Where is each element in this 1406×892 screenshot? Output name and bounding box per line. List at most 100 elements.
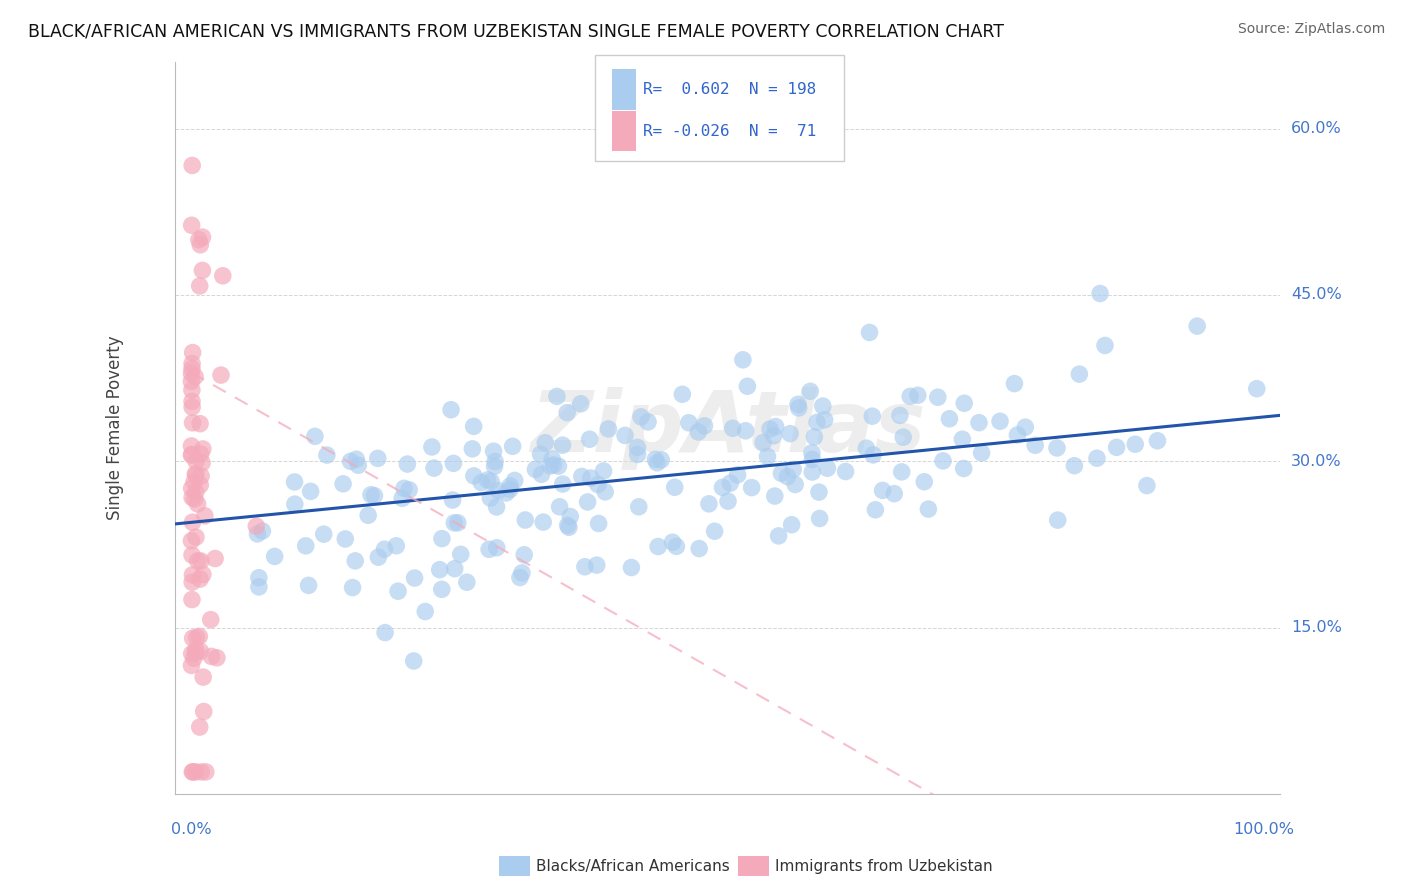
Point — [799, 384, 821, 399]
Text: R= -0.026  N =  71: R= -0.026 N = 71 — [643, 124, 815, 139]
Point — [463, 419, 485, 434]
Point — [1185, 319, 1208, 334]
Point — [191, 442, 214, 456]
Point — [872, 483, 894, 498]
Point — [1146, 434, 1168, 448]
Point — [484, 454, 506, 468]
Point — [1136, 478, 1159, 492]
Point — [357, 508, 380, 523]
Point — [938, 411, 960, 425]
Point — [398, 483, 420, 497]
Point — [558, 520, 581, 534]
Point — [785, 477, 807, 491]
Point — [181, 416, 204, 430]
Point — [727, 467, 749, 482]
Point — [555, 406, 578, 420]
Point — [188, 720, 211, 734]
Point — [191, 456, 214, 470]
Point — [184, 646, 207, 660]
Point — [509, 570, 531, 584]
Point — [678, 416, 700, 430]
Point — [1105, 441, 1128, 455]
Point — [263, 549, 285, 564]
Point — [585, 558, 607, 573]
Point — [898, 389, 921, 403]
Point — [889, 409, 911, 423]
Point — [367, 550, 389, 565]
Point — [344, 554, 367, 568]
Text: 60.0%: 60.0% — [1291, 121, 1341, 136]
Point — [970, 446, 993, 460]
Point — [650, 453, 672, 467]
Point — [671, 387, 693, 401]
Point — [450, 547, 472, 561]
Point — [440, 402, 463, 417]
Point — [184, 643, 207, 657]
Point — [756, 450, 779, 464]
Point — [731, 352, 754, 367]
Point — [447, 516, 470, 530]
Point — [180, 647, 202, 661]
Point — [485, 541, 508, 555]
Point — [181, 361, 204, 376]
Text: Blacks/African Americans: Blacks/African Americans — [536, 859, 730, 873]
Point — [703, 524, 725, 539]
Point — [711, 480, 734, 494]
Point — [332, 476, 354, 491]
Text: 0.0%: 0.0% — [172, 822, 212, 837]
Point — [470, 475, 492, 490]
Point — [551, 438, 574, 452]
Point — [373, 542, 395, 557]
Point — [815, 461, 838, 475]
Point — [717, 494, 740, 508]
Point — [190, 469, 212, 483]
Point — [413, 605, 436, 619]
Point — [246, 527, 269, 541]
Point — [1069, 367, 1091, 381]
Point — [741, 481, 763, 495]
Point — [721, 421, 744, 435]
Point — [190, 764, 212, 779]
Point — [547, 459, 569, 474]
Point — [181, 394, 204, 409]
Point — [891, 430, 914, 444]
Point — [363, 489, 385, 503]
Point — [477, 473, 499, 487]
Point — [441, 456, 464, 470]
Point — [391, 491, 413, 506]
Point — [807, 485, 830, 500]
Point — [181, 631, 204, 645]
Point — [551, 477, 574, 491]
Point — [180, 439, 202, 453]
Point — [478, 542, 501, 557]
Text: Immigrants from Uzbekistan: Immigrants from Uzbekistan — [775, 859, 993, 873]
Point — [734, 424, 756, 438]
Point — [1024, 438, 1046, 452]
Point — [180, 447, 202, 461]
Point — [420, 440, 443, 454]
Point — [495, 486, 517, 500]
Point — [441, 493, 464, 508]
Point — [737, 379, 759, 393]
Point — [862, 448, 884, 462]
Point — [627, 500, 650, 514]
Point — [560, 509, 582, 524]
Point — [768, 529, 790, 543]
Point — [688, 541, 710, 556]
Point — [811, 399, 834, 413]
Point — [499, 479, 522, 493]
Point — [865, 503, 887, 517]
Point — [180, 367, 202, 381]
Point — [548, 500, 571, 514]
Text: R=  0.602  N = 198: R= 0.602 N = 198 — [643, 81, 815, 96]
Text: 15.0%: 15.0% — [1291, 620, 1341, 635]
Point — [546, 389, 568, 403]
Point — [191, 230, 214, 244]
Point — [907, 388, 929, 402]
Point — [181, 158, 204, 172]
Point — [579, 471, 602, 485]
Point — [626, 447, 648, 461]
Point — [803, 430, 825, 444]
Point — [988, 414, 1011, 428]
Point — [782, 462, 804, 476]
